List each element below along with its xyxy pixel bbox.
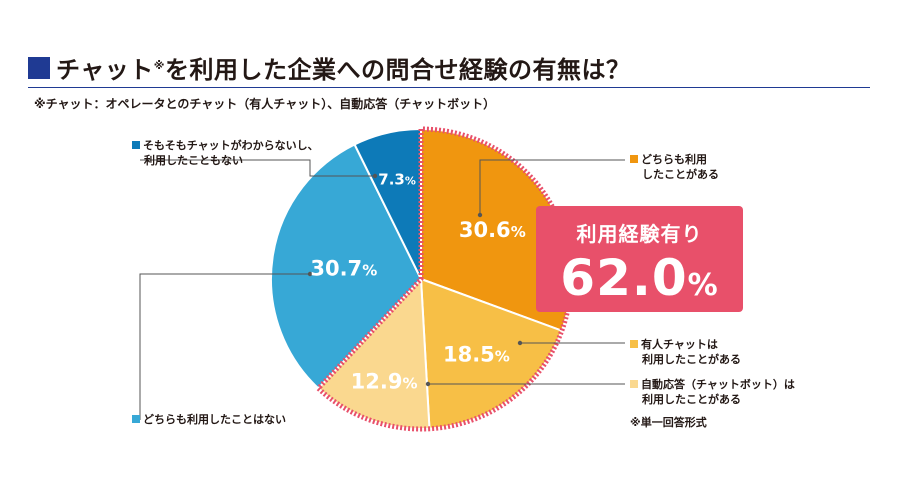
slice-percent-unit: %: [405, 175, 416, 188]
legend-entry: そもそもチャットがわからないし、 利用したこともない: [132, 138, 319, 168]
slice-percent-label: 30.7%: [310, 257, 377, 281]
legend-entry: どちらも利用 したことがある: [630, 152, 719, 182]
legend-label: どちらも利用したことはない: [143, 413, 286, 426]
leader-dot: [517, 340, 523, 346]
title-square-icon: [28, 56, 50, 79]
highlight-callout: 利用経験有り 62.0%: [536, 206, 743, 312]
slice-percent-label: 7.3%: [378, 171, 416, 189]
leader-line: [479, 159, 625, 215]
legend-swatch: [630, 380, 638, 388]
slice-percent-unit: %: [511, 223, 526, 241]
slice-percent-value: 12.9: [351, 370, 403, 394]
legend-swatch: [132, 415, 140, 423]
legend-entry: 自動応答（チャットボット）は 利用したことがある: [630, 377, 795, 407]
slice-percent-label: 12.9%: [351, 370, 418, 394]
leader-dot: [477, 212, 483, 218]
title-mark: ※: [153, 59, 165, 72]
slice-percent-label: 18.5%: [443, 343, 510, 367]
legend-swatch: [630, 155, 638, 163]
highlight-number: 62.0: [560, 249, 688, 307]
legend-label: そもそもチャットがわからないし、: [143, 139, 319, 152]
legend-label: したことがある: [642, 168, 719, 181]
legend-entry: どちらも利用したことはない: [132, 412, 286, 427]
slice-percent-value: 30.6: [459, 218, 511, 242]
legend-label: どちらも利用: [641, 153, 707, 166]
highlight-label: 利用経験有り: [576, 222, 703, 246]
title-part-2: を利用した企業への問合せ経験の有無は？: [164, 56, 631, 84]
chart-title: チャット※を利用した企業への問合せ経験の有無は？: [28, 50, 630, 85]
highlight-unit: %: [687, 268, 719, 303]
legend-label: 利用したこともない: [144, 154, 243, 167]
leader-line: [140, 159, 375, 177]
leader-dot: [307, 271, 313, 277]
slice-percent-label: 30.6%: [459, 218, 526, 242]
footnote: ※チャット：オペレータとのチャット（有人チャット）、自動応答（チャットボット）: [34, 97, 496, 111]
title-part-1: チャット: [56, 56, 154, 84]
slice-percent-value: 7.3: [378, 171, 405, 189]
legend-label: 自動応答（チャットボット）は: [641, 378, 795, 391]
title-divider: [28, 87, 870, 88]
legend-swatch: [630, 340, 638, 348]
slice-percent-value: 18.5: [443, 343, 495, 367]
slice-percent-value: 30.7: [310, 257, 362, 281]
legend-label: 利用したことがある: [642, 353, 741, 366]
leader-dot: [372, 173, 378, 179]
legend-swatch: [132, 141, 140, 149]
slice-percent-unit: %: [402, 375, 417, 393]
leader-line: [139, 273, 310, 420]
answer-format-note: ※単一回答形式: [630, 416, 707, 429]
pie-slice-4: [270, 143, 423, 390]
legend-label: 利用したことがある: [642, 393, 741, 406]
highlight-outline: [314, 126, 574, 432]
page-title: チャット※を利用した企業への問合せ経験の有無は？: [56, 50, 630, 85]
slice-percent-unit: %: [495, 348, 510, 366]
highlight-value: 62.0%: [536, 249, 743, 307]
legend-label: 有人チャットは: [641, 338, 718, 351]
slice-percent-unit: %: [362, 262, 377, 280]
legend-entry: 有人チャットは利用したことがある: [630, 337, 741, 367]
leader-dot: [425, 381, 431, 387]
